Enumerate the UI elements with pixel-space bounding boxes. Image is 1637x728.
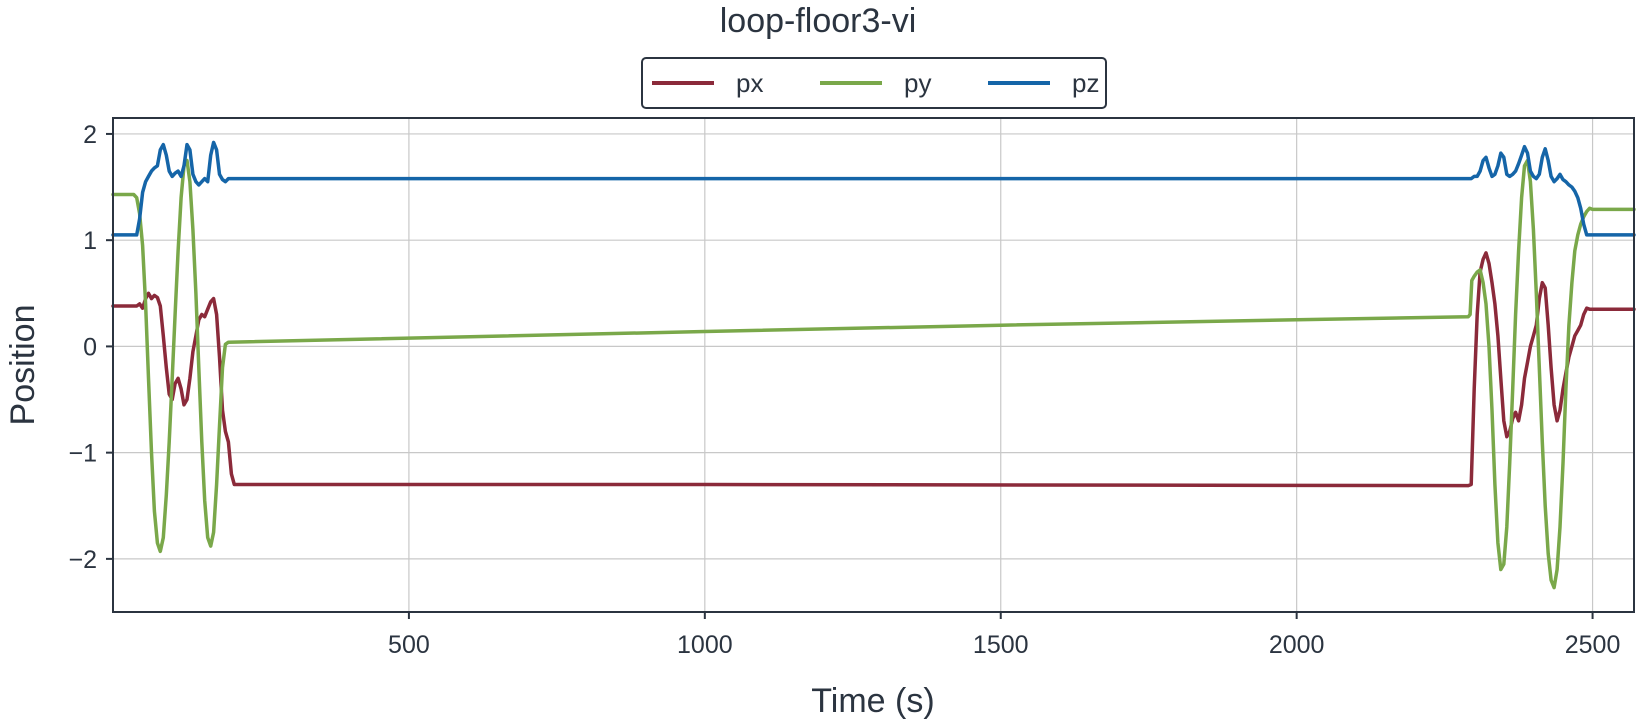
y-axis-ticks: 2 1 0 −1 −2: [68, 121, 113, 574]
legend-label: pz: [1072, 68, 1099, 98]
legend-item-py: py: [820, 68, 931, 98]
y-tick-label: −1: [68, 440, 97, 468]
series-line-py: [111, 158, 1636, 590]
legend-item-pz: pz: [988, 68, 1099, 98]
y-axis-label: Position: [4, 305, 42, 426]
x-tick-label: 500: [388, 631, 430, 659]
plot-frame: [112, 117, 1635, 613]
legend-label: px: [736, 68, 763, 98]
legend: px py pz: [641, 57, 1107, 109]
y-tick-label: 0: [83, 333, 97, 361]
legend-label: py: [904, 68, 931, 98]
plot-area: 500 1000 1500 2000 2500 2 1 0 −1 −2: [68, 117, 1636, 659]
y-tick-label: 1: [83, 227, 97, 255]
x-tick-label: 2500: [1565, 631, 1621, 659]
x-tick-label: 1500: [973, 631, 1029, 659]
x-axis-ticks: 500 1000 1500 2000 2500: [388, 612, 1620, 659]
x-tick-label: 1000: [677, 631, 733, 659]
legend-item-px: px: [652, 68, 763, 98]
x-axis-label: Time (s): [811, 682, 934, 720]
chart-title: loop-floor3-vi: [720, 2, 917, 40]
x-tick-label: 2000: [1269, 631, 1325, 659]
y-tick-label: 2: [83, 121, 97, 149]
legend-items: px py pz: [652, 68, 1099, 98]
y-tick-label: −2: [68, 546, 97, 574]
series-lines: [111, 140, 1636, 590]
series-line-pz: [111, 140, 1636, 237]
series-line-px: [111, 251, 1636, 488]
y-gridlines: [113, 133, 1634, 560]
x-gridlines: [408, 118, 1594, 612]
